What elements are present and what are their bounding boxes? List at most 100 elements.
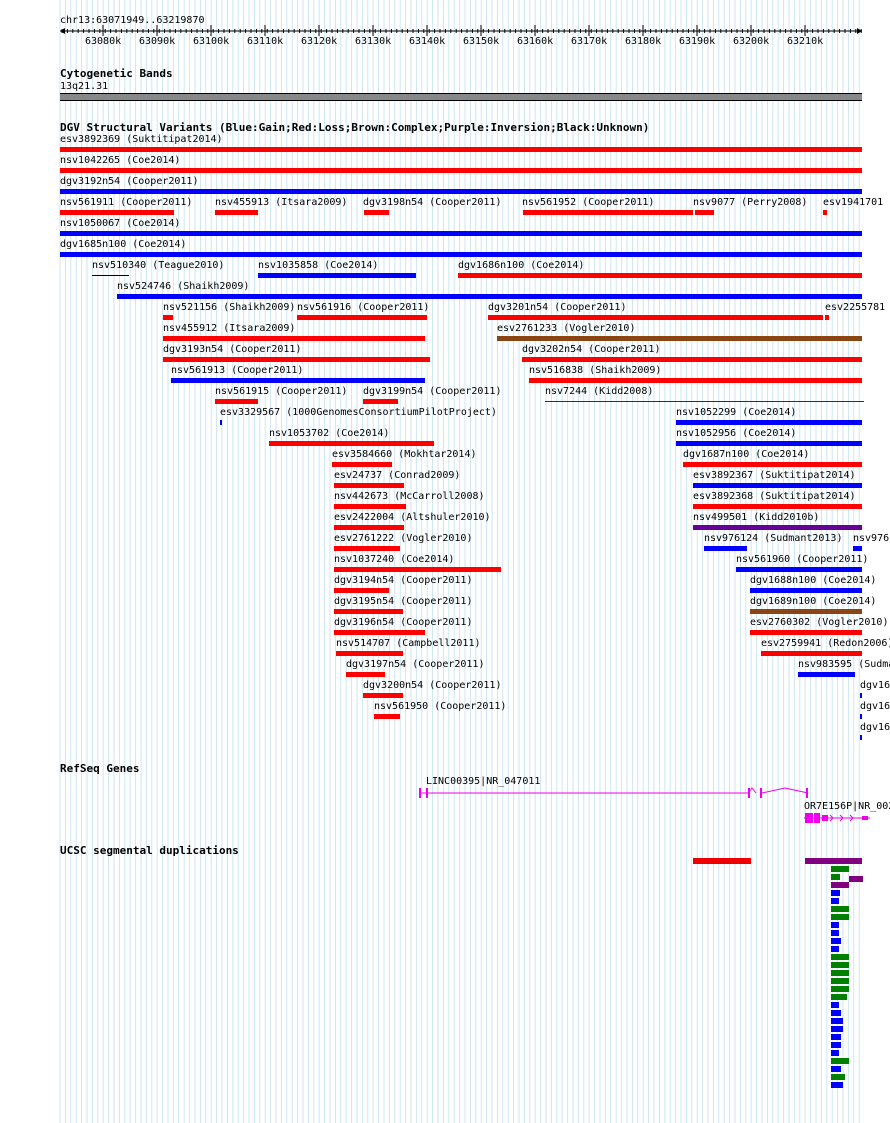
variant-bar[interactable] — [860, 714, 862, 719]
variant-bar[interactable] — [60, 210, 174, 215]
variant-label[interactable]: dgv3199n54 (Cooper2011) — [363, 386, 502, 397]
variant-label[interactable]: dgv3194n54 (Cooper2011) — [334, 575, 473, 586]
variant-bar[interactable] — [363, 399, 398, 404]
variant-label[interactable]: nsv1035858 (Coe2014) — [258, 260, 379, 271]
variant-label[interactable]: nsv561915 (Cooper2011) — [215, 386, 348, 397]
cytoband-bar[interactable] — [60, 93, 862, 101]
variant-bar[interactable] — [332, 462, 392, 467]
variant-bar[interactable] — [458, 273, 862, 278]
dgv-track-title[interactable]: DGV Structural Variants (Blue:Gain;Red:L… — [60, 121, 650, 134]
variant-label[interactable]: esv2760302 (Vogler2010) — [750, 617, 889, 628]
variant-label[interactable]: nsv521156 (Shaikh2009) — [163, 302, 296, 313]
segdup-box[interactable] — [831, 1066, 841, 1072]
variant-bar[interactable] — [220, 420, 222, 425]
variant-label[interactable]: nsv516838 (Shaikh2009) — [529, 365, 662, 376]
segdup-box[interactable] — [831, 938, 841, 944]
gene-model-or7e156p[interactable] — [800, 810, 890, 830]
variant-label[interactable]: esv2761233 (Vogler2010) — [497, 323, 636, 334]
variant-label[interactable]: dgv3193n54 (Cooper2011) — [163, 344, 302, 355]
variant-bar[interactable] — [488, 315, 823, 320]
segdup-box[interactable] — [831, 962, 849, 968]
variant-bar[interactable] — [334, 483, 404, 488]
variant-label[interactable]: nsv561952 (Cooper2011) — [522, 197, 655, 208]
variant-label[interactable]: esv2255781 — [825, 302, 886, 313]
variant-bar[interactable] — [163, 357, 430, 362]
variant-label[interactable]: nsv983595 (Sudma — [798, 659, 890, 670]
variant-bar[interactable] — [860, 693, 862, 698]
variant-label[interactable]: nsv499501 (Kidd2010b) — [693, 512, 820, 523]
variant-bar[interactable] — [374, 714, 400, 719]
variant-label[interactable]: nsv561911 (Cooper2011) — [60, 197, 193, 208]
variant-label[interactable]: esv3892367 (Suktitipat2014) — [693, 470, 856, 481]
segdup-box[interactable] — [831, 954, 849, 960]
variant-label[interactable]: dgv1687n100 (Coe2014) — [683, 449, 810, 460]
variant-label[interactable]: nsv561950 (Cooper2011) — [374, 701, 507, 712]
segdup-box[interactable] — [831, 1010, 841, 1016]
variant-bar[interactable] — [853, 546, 862, 551]
variant-bar[interactable] — [364, 210, 389, 215]
variant-label[interactable]: dgv3200n54 (Cooper2011) — [363, 680, 502, 691]
gene-label-linc00395[interactable]: LINC00395|NR_047011 — [426, 776, 541, 787]
segdup-box[interactable] — [831, 946, 839, 952]
variant-bar[interactable] — [334, 546, 400, 551]
variant-label[interactable]: nsv510340 (Teague2010) — [92, 260, 225, 271]
variant-bar[interactable] — [334, 525, 404, 530]
gene-model-linc00395[interactable] — [0, 780, 890, 840]
variant-label[interactable]: esv24737 (Conrad2009) — [334, 470, 461, 481]
variant-label[interactable]: nsv1052956 (Coe2014) — [676, 428, 797, 439]
variant-bar[interactable] — [761, 651, 862, 656]
variant-bar[interactable] — [60, 231, 862, 236]
variant-label[interactable]: nsv514707 (Campbell2011) — [336, 638, 481, 649]
segdup-box[interactable] — [831, 1018, 843, 1024]
segdup-box[interactable] — [831, 866, 849, 872]
variant-bar[interactable] — [346, 672, 385, 677]
variant-bar[interactable] — [215, 399, 258, 404]
segdup-box[interactable] — [831, 1058, 849, 1064]
variant-bar[interactable] — [336, 651, 403, 656]
variant-label[interactable]: dgv3202n54 (Cooper2011) — [522, 344, 661, 355]
variant-label[interactable]: esv2761222 (Vogler2010) — [334, 533, 473, 544]
variant-bar[interactable] — [693, 525, 862, 530]
segdup-box[interactable] — [831, 978, 849, 984]
variant-bar[interactable] — [825, 315, 829, 320]
segdup-box[interactable] — [831, 986, 849, 992]
gene-label-or7e156p[interactable]: OR7E156P|NR_002 — [804, 801, 890, 812]
variant-label[interactable]: esv3892368 (Suktitipat2014) — [693, 491, 856, 502]
segdup-box[interactable] — [831, 1002, 839, 1008]
segdup-box[interactable] — [831, 898, 839, 904]
variant-label[interactable]: esv3892369 (Suktitipat2014) — [60, 134, 223, 145]
variant-label[interactable]: nsv561916 (Cooper2011) — [297, 302, 430, 313]
segdup-box[interactable] — [831, 1026, 843, 1032]
variant-bar[interactable] — [117, 294, 862, 299]
variant-label[interactable]: dgv3192n54 (Cooper2011) — [60, 176, 199, 187]
variant-label[interactable]: nsv1042265 (Coe2014) — [60, 155, 181, 166]
segdup-box[interactable] — [831, 922, 839, 928]
segdup-box[interactable] — [831, 1082, 843, 1088]
variant-bar[interactable] — [676, 420, 862, 425]
variant-label[interactable]: dgv3195n54 (Cooper2011) — [334, 596, 473, 607]
variant-bar[interactable] — [695, 210, 714, 215]
variant-label[interactable]: nsv561960 (Cooper2011) — [736, 554, 869, 565]
segdup-box[interactable] — [831, 882, 849, 888]
variant-bar[interactable] — [334, 504, 406, 509]
segdup-box[interactable] — [831, 890, 840, 896]
variant-bar[interactable] — [334, 609, 403, 614]
variant-bar[interactable] — [334, 630, 425, 635]
variant-label[interactable]: esv2759941 (Redon2006) — [761, 638, 890, 649]
variant-label[interactable]: nsv976124 (Sudmant2013) — [704, 533, 843, 544]
variant-label[interactable]: esv2422004 (Altshuler2010) — [334, 512, 491, 523]
variant-label[interactable]: dgv3197n54 (Cooper2011) — [346, 659, 485, 670]
variant-bar[interactable] — [545, 401, 864, 402]
variant-bar[interactable] — [258, 273, 416, 278]
variant-bar[interactable] — [676, 441, 862, 446]
variant-label[interactable]: dgv16 — [860, 701, 890, 712]
segdup-box[interactable] — [831, 1050, 839, 1056]
variant-label[interactable]: nsv455912 (Itsara2009) — [163, 323, 296, 334]
segdup-track-title[interactable]: UCSC segmental duplications — [60, 844, 239, 857]
variant-label[interactable]: nsv442673 (McCarroll2008) — [334, 491, 485, 502]
variant-bar[interactable] — [363, 693, 403, 698]
variant-label[interactable]: nsv976 — [853, 533, 890, 544]
variant-bar[interactable] — [798, 672, 855, 677]
segdup-box[interactable] — [831, 1042, 841, 1048]
cytoband-track-title[interactable]: Cytogenetic Bands — [60, 67, 173, 80]
